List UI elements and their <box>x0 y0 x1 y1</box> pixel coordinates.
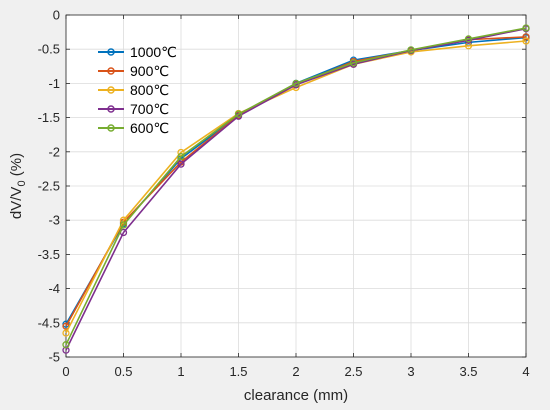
legend-entry: 700℃ <box>98 101 169 117</box>
series-layer <box>62 24 530 354</box>
legend-entry: 600℃ <box>98 120 169 136</box>
data-point <box>522 24 530 32</box>
legend: 1000℃ 900℃ 800℃ 700℃ 600℃ <box>98 44 177 136</box>
y-tick-label: -3.5 <box>38 247 60 262</box>
x-tick-label: 3 <box>407 364 414 379</box>
legend-entry: 1000℃ <box>98 44 177 60</box>
legend-label: 1000℃ <box>130 44 177 60</box>
legend-marker <box>107 48 115 56</box>
data-point <box>62 341 70 349</box>
x-axis-label: clearance (mm) <box>244 387 348 404</box>
y-axis-label: dV/V0 (%) <box>8 153 28 219</box>
x-tick-label: 3.5 <box>459 364 477 379</box>
data-point <box>234 110 243 118</box>
legend-entry: 800℃ <box>98 82 169 98</box>
data-point <box>292 79 300 88</box>
x-tick-label: 0 <box>62 364 69 379</box>
x-tick-label: 1 <box>177 364 184 379</box>
legend-entry: 900℃ <box>98 63 169 79</box>
x-tick-label: 2 <box>292 364 299 379</box>
legend-marker <box>107 105 115 113</box>
legend-label: 600℃ <box>130 120 169 136</box>
x-tick-label: 4 <box>522 364 529 379</box>
axis-ticks: 0 0.5 1 1.5 2 2.5 3 3.5 4 0 -0.5 -1 -1.5 -2 -2.5 -3 -3.5… <box>38 8 530 380</box>
y-tick-label: -0.5 <box>38 42 60 57</box>
y-axis-label-subscript: 0 <box>16 180 28 186</box>
series-line <box>65 27 527 351</box>
data-point <box>464 35 473 43</box>
y-tick-label: -4.5 <box>38 315 60 330</box>
y-tick-label: -1 <box>48 76 60 91</box>
y-axis-label-unit: (%) <box>8 153 25 181</box>
data-point <box>177 152 185 161</box>
y-tick-label: -4 <box>48 281 60 296</box>
data-point <box>522 33 530 41</box>
data-point <box>349 59 358 67</box>
data-point <box>119 221 128 229</box>
x-tick-label: 2.5 <box>344 364 362 379</box>
y-tick-label: -2 <box>48 144 60 159</box>
x-tick-label: 0.5 <box>114 364 132 379</box>
legend-marker <box>107 124 115 132</box>
legend-label: 700℃ <box>130 101 169 117</box>
series-line <box>65 27 527 346</box>
data-point <box>177 160 185 168</box>
y-tick-label: -3 <box>48 213 60 228</box>
legend-marker <box>107 67 115 75</box>
legend-label: 800℃ <box>130 82 169 98</box>
legend-marker <box>107 86 115 94</box>
x-tick-label: 1.5 <box>229 364 247 379</box>
series-4 <box>62 24 530 349</box>
y-tick-label: -1.5 <box>38 110 60 125</box>
y-tick-label: 0 <box>53 8 60 23</box>
data-point <box>522 37 530 45</box>
data-point <box>62 329 70 337</box>
legend-label: 900℃ <box>130 63 169 79</box>
y-axis-label-main: dV/V <box>8 187 25 220</box>
y-tick-label: -5 <box>48 350 60 365</box>
data-point <box>177 148 185 157</box>
y-tick-label: -2.5 <box>38 179 60 194</box>
data-point <box>407 46 415 54</box>
